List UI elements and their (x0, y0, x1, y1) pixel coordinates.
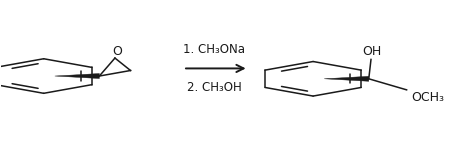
Text: OCH₃: OCH₃ (411, 91, 444, 104)
Text: OH: OH (362, 45, 381, 58)
Polygon shape (55, 74, 99, 79)
Text: O: O (112, 45, 122, 58)
Polygon shape (324, 76, 369, 81)
Text: 1. CH₃ONa: 1. CH₃ONa (183, 43, 245, 56)
Text: 2. CH₃OH: 2. CH₃OH (187, 81, 241, 94)
